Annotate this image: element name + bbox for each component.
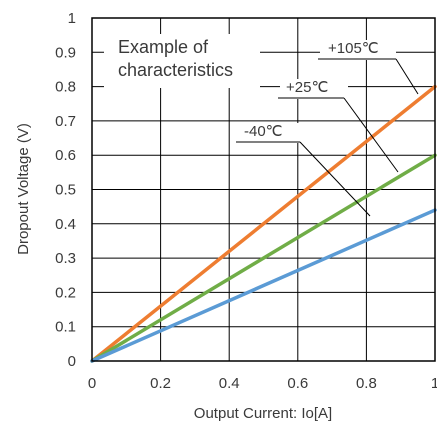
x-tick-label: 0.2 bbox=[150, 375, 171, 392]
annotation-backgrounds bbox=[238, 40, 396, 143]
series-label: -40℃ bbox=[244, 123, 283, 140]
x-tick-label: 0.6 bbox=[287, 375, 308, 392]
series-label-leader bbox=[299, 141, 371, 217]
series-label-background bbox=[238, 123, 302, 143]
y-tick-label: 0.6 bbox=[55, 147, 76, 164]
x-axis-title: Output Current: Io[A] bbox=[194, 405, 332, 422]
series-label-background bbox=[320, 40, 396, 60]
x-tick-labels: 0 0.2 0.4 0.6 0.8 1 bbox=[88, 375, 437, 392]
series-label-background bbox=[280, 79, 348, 99]
x-tick-label: 1 bbox=[431, 375, 437, 392]
series-lines bbox=[90, 84, 437, 363]
annotation-line-1: Example of bbox=[118, 37, 209, 57]
series-label-leader bbox=[343, 97, 399, 173]
x-tick-label: 0.8 bbox=[356, 375, 377, 392]
series-label: +25℃ bbox=[286, 79, 328, 96]
plot-frame bbox=[91, 17, 436, 362]
series-line bbox=[90, 84, 437, 363]
annotation-box: Example of characteristics bbox=[104, 34, 260, 88]
series-label-leader bbox=[395, 58, 419, 95]
y-tick-labels: 0 0.1 0.2 0.3 0.4 0.5 0.6 0.7 0.8 0.9 1 bbox=[55, 10, 76, 370]
y-tick-label: 0.4 bbox=[55, 216, 76, 233]
series-line bbox=[90, 208, 437, 363]
y-tick-label: 0.3 bbox=[55, 250, 76, 267]
y-tick-label: 0.7 bbox=[55, 113, 76, 130]
annotation-line-2: characteristics bbox=[118, 60, 233, 80]
series-labels: +105℃ +25℃ -40℃ bbox=[244, 40, 379, 140]
x-tick-label: 0 bbox=[88, 375, 96, 392]
label-leader-lines bbox=[236, 58, 419, 217]
y-tick-label: 0.5 bbox=[55, 182, 76, 199]
y-tick-label: 0 bbox=[68, 353, 76, 370]
series-label: +105℃ bbox=[328, 40, 379, 57]
y-tick-label: 0.2 bbox=[55, 284, 76, 301]
annotation-background bbox=[104, 34, 260, 88]
series-line bbox=[90, 153, 437, 363]
y-tick-label: 0.1 bbox=[55, 319, 76, 336]
y-axis-title: Dropout Voltage (V) bbox=[15, 123, 32, 255]
y-tick-label: 0.8 bbox=[55, 79, 76, 96]
y-tick-label: 0.9 bbox=[55, 44, 76, 61]
x-tick-label: 0.4 bbox=[219, 375, 240, 392]
y-tick-label: 1 bbox=[68, 10, 76, 27]
